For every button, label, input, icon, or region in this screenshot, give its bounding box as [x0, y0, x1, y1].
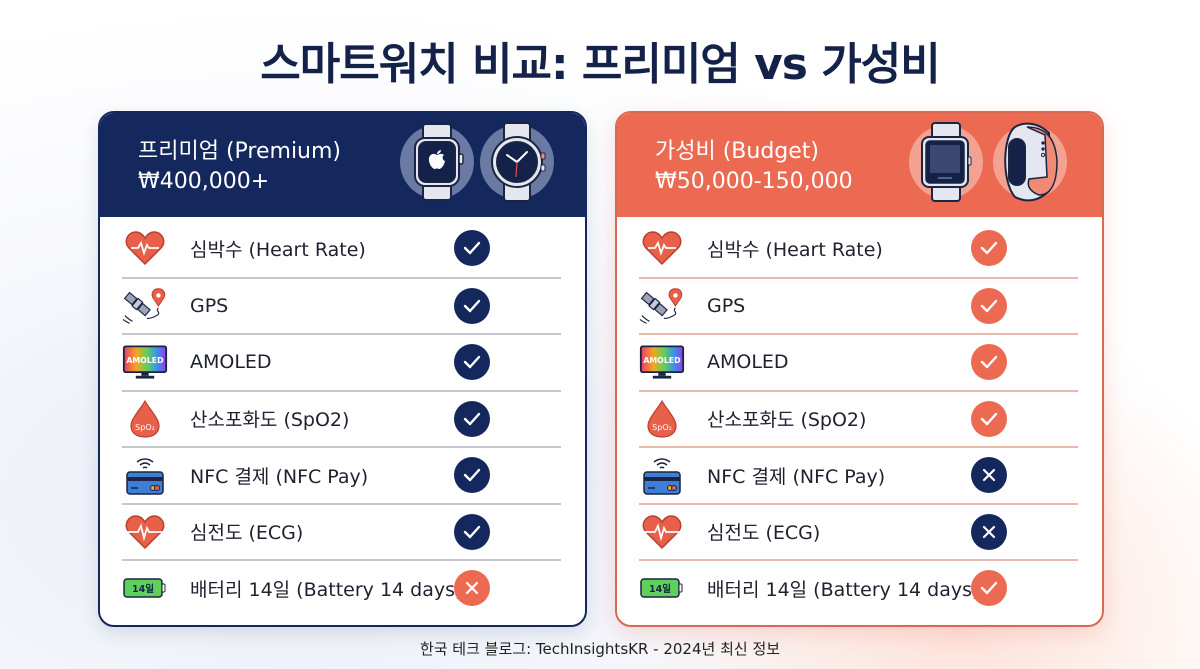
feature-label: 산소포화도 (SpO2)	[707, 409, 867, 432]
premium-card: 프리미엄 (Premium) ₩400,000+	[98, 111, 587, 627]
check-icon	[971, 344, 1007, 381]
check-icon	[454, 513, 490, 550]
feature-label: 심박수 (Heart Rate)	[707, 238, 883, 261]
feature-label: 심전도 (ECG)	[190, 522, 304, 545]
feature-row-spo2: SpO₂ 산소포화도 (SpO2)	[639, 389, 1078, 447]
apple-watch-icon	[400, 123, 474, 201]
check-icon	[454, 287, 490, 324]
fitness-band-icon	[993, 122, 1067, 202]
check-icon	[971, 230, 1007, 267]
feature-label: 배터리 14일 (Battery 14 days)	[190, 578, 463, 601]
feature-row-nfc: NFC 결제 (NFC Pay)	[122, 446, 561, 503]
svg-text:14일: 14일	[649, 583, 671, 595]
feature-label: AMOLED	[190, 351, 272, 374]
budget-card-header: 가성비 (Budget) ₩50,000-150,000	[617, 113, 1102, 217]
premium-card-price: ₩400,000+	[138, 169, 270, 194]
round-smartwatch-icon	[480, 122, 554, 202]
feature-label: GPS	[190, 294, 229, 317]
check-icon	[454, 230, 490, 267]
feature-row-ecg: 심전도 (ECG)	[639, 502, 1078, 560]
spo2-drop-icon: SpO₂	[122, 399, 168, 439]
battery-icon: 14일	[122, 568, 168, 608]
feature-label: 심박수 (Heart Rate)	[190, 238, 366, 261]
feature-label: 심전도 (ECG)	[707, 522, 821, 545]
feature-label: NFC 결제 (NFC Pay)	[707, 465, 886, 488]
feature-row-heart-rate: 심박수 (Heart Rate)	[122, 220, 561, 277]
feature-row-heart-rate: 심박수 (Heart Rate)	[639, 220, 1078, 277]
feature-label: AMOLED	[707, 351, 789, 374]
feature-label: NFC 결제 (NFC Pay)	[190, 465, 369, 488]
gps-satellite-icon	[639, 286, 685, 326]
feature-row-battery: 14일 배터리 14일 (Battery 14 days)	[122, 559, 561, 616]
square-smartwatch-icon	[909, 122, 983, 202]
feature-label: 배터리 14일 (Battery 14 days)	[707, 578, 980, 601]
heart-rate-icon	[122, 228, 168, 268]
budget-feature-list: 심박수 (Heart Rate) GPS AMOLED AMOLED SpO₂ …	[617, 217, 1102, 616]
budget-card-name: 가성비 (Budget)	[655, 139, 820, 164]
check-icon	[971, 400, 1007, 437]
nfc-card-icon	[639, 455, 685, 495]
check-icon	[971, 570, 1007, 607]
feature-row-gps: GPS	[122, 276, 561, 334]
amoled-display-icon: AMOLED	[122, 342, 168, 382]
cross-icon	[971, 457, 1007, 494]
battery-icon: 14일	[639, 568, 685, 608]
check-icon	[454, 400, 490, 437]
feature-row-amoled: AMOLED AMOLED	[122, 333, 561, 390]
check-icon	[454, 344, 490, 381]
feature-row-amoled: AMOLED AMOLED	[639, 333, 1078, 390]
cross-icon	[971, 513, 1007, 550]
feature-row-ecg: 심전도 (ECG)	[122, 502, 561, 560]
svg-text:14일: 14일	[132, 583, 154, 595]
premium-card-header: 프리미엄 (Premium) ₩400,000+	[100, 113, 585, 217]
feature-row-gps: GPS	[639, 276, 1078, 334]
premium-feature-list: 심박수 (Heart Rate) GPS AMOLED AMOLED SpO₂ …	[100, 217, 585, 616]
cross-icon	[454, 570, 490, 607]
check-icon	[971, 287, 1007, 324]
svg-text:SpO₂: SpO₂	[652, 423, 672, 432]
gps-satellite-icon	[122, 286, 168, 326]
heart-rate-icon	[639, 228, 685, 268]
nfc-card-icon	[122, 455, 168, 495]
budget-card: 가성비 (Budget) ₩50,000-150,000 심박수 (Heart …	[615, 111, 1104, 627]
feature-row-spo2: SpO₂ 산소포화도 (SpO2)	[122, 389, 561, 447]
premium-card-name: 프리미엄 (Premium)	[138, 139, 342, 164]
footer-credit: 한국 테크 블로그: TechInsightsKR - 2024년 최신 정보	[419, 640, 781, 658]
ecg-heart-icon	[639, 512, 685, 552]
spo2-drop-icon: SpO₂	[639, 399, 685, 439]
ecg-heart-icon	[122, 512, 168, 552]
budget-card-price: ₩50,000-150,000	[655, 169, 853, 194]
feature-row-battery: 14일 배터리 14일 (Battery 14 days)	[639, 559, 1078, 616]
page-title: 스마트워치 비교: 프리미엄 vs 가성비	[260, 39, 940, 90]
svg-text:AMOLED: AMOLED	[126, 356, 164, 365]
check-icon	[454, 457, 490, 494]
amoled-display-icon: AMOLED	[639, 342, 685, 382]
svg-text:AMOLED: AMOLED	[643, 356, 681, 365]
svg-text:SpO₂: SpO₂	[135, 423, 155, 432]
feature-label: 산소포화도 (SpO2)	[190, 409, 350, 432]
feature-row-nfc: NFC 결제 (NFC Pay)	[639, 446, 1078, 503]
feature-label: GPS	[707, 294, 746, 317]
